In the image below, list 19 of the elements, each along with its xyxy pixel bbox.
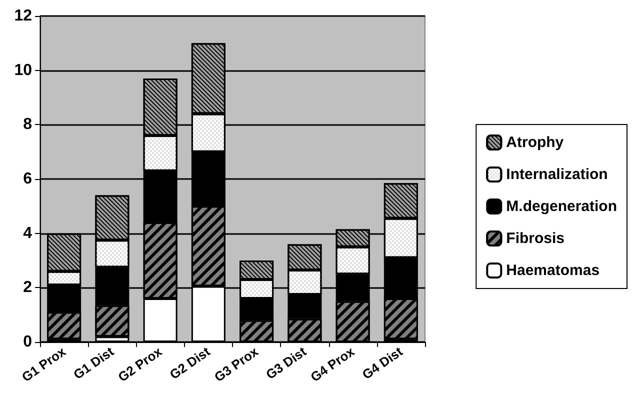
legend-label: Fibrosis — [506, 230, 565, 247]
x-tick-label: G3 Dist — [263, 343, 310, 382]
y-tick-label: 8 — [23, 116, 32, 134]
x-tick-label: G1 Dist — [70, 343, 118, 382]
y-tick-label: 4 — [23, 224, 32, 242]
x-tick-label: G2 Prox — [115, 343, 166, 385]
legend-label: Haematomas — [506, 262, 600, 279]
y-tick-label: 10 — [14, 62, 32, 79]
y-tick-label: 12 — [14, 8, 32, 24]
x-tick-label: G2 Dist — [166, 343, 214, 382]
x-tick-label: G3 Prox — [211, 343, 262, 385]
y-tick-label: 0 — [23, 334, 32, 350]
legend-label: Atrophy — [506, 134, 564, 151]
x-tick-label: G4 Dist — [359, 343, 406, 382]
x-tick-label: G4 Prox — [308, 343, 358, 385]
legend-label: M.degeneration — [506, 198, 618, 215]
y-tick-label: 6 — [23, 170, 32, 188]
legend-label: Internalization — [506, 166, 608, 183]
y-tick-label: 2 — [23, 279, 32, 296]
